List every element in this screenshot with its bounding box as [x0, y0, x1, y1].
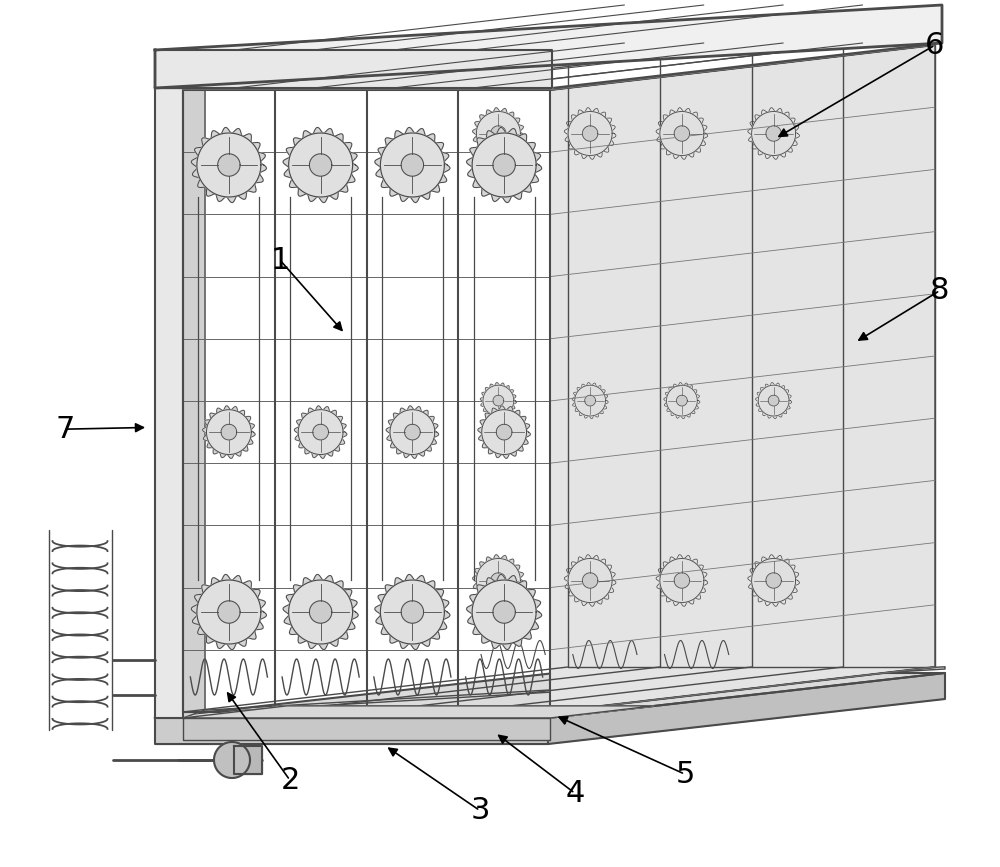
Polygon shape — [676, 395, 687, 406]
Polygon shape — [289, 133, 353, 197]
Polygon shape — [548, 673, 945, 744]
Polygon shape — [183, 718, 550, 740]
Polygon shape — [582, 126, 598, 141]
Polygon shape — [183, 80, 205, 718]
Polygon shape — [564, 108, 616, 160]
Polygon shape — [483, 385, 514, 416]
Polygon shape — [380, 133, 444, 197]
Polygon shape — [664, 382, 700, 419]
Polygon shape — [582, 573, 598, 588]
Polygon shape — [197, 133, 261, 197]
Polygon shape — [218, 601, 240, 623]
Text: 6: 6 — [925, 30, 945, 60]
Polygon shape — [752, 112, 796, 155]
Polygon shape — [674, 573, 690, 588]
Polygon shape — [752, 558, 796, 603]
Polygon shape — [191, 575, 266, 649]
Polygon shape — [496, 424, 512, 440]
Polygon shape — [313, 424, 328, 440]
Polygon shape — [183, 706, 654, 718]
Polygon shape — [473, 108, 524, 160]
Polygon shape — [467, 127, 542, 203]
Polygon shape — [375, 127, 450, 203]
Polygon shape — [206, 410, 251, 454]
Polygon shape — [674, 126, 690, 141]
Text: 4: 4 — [565, 779, 585, 808]
Polygon shape — [491, 573, 506, 588]
Polygon shape — [660, 558, 704, 603]
Polygon shape — [380, 580, 444, 644]
Polygon shape — [203, 406, 255, 459]
Polygon shape — [283, 127, 358, 203]
Polygon shape — [476, 558, 520, 603]
Polygon shape — [564, 555, 616, 606]
Polygon shape — [568, 558, 612, 603]
Polygon shape — [748, 555, 799, 606]
Polygon shape — [572, 382, 608, 419]
Polygon shape — [309, 601, 332, 623]
Polygon shape — [766, 126, 781, 141]
Polygon shape — [660, 112, 704, 155]
Polygon shape — [482, 410, 527, 454]
Polygon shape — [756, 382, 792, 419]
Polygon shape — [656, 108, 708, 160]
Text: 3: 3 — [470, 796, 490, 825]
Text: 7: 7 — [55, 414, 75, 444]
Polygon shape — [758, 385, 789, 416]
Polygon shape — [214, 742, 250, 778]
Polygon shape — [309, 153, 332, 176]
Polygon shape — [656, 555, 708, 606]
Polygon shape — [218, 153, 240, 176]
Text: 2: 2 — [280, 766, 300, 795]
Polygon shape — [155, 88, 183, 718]
Polygon shape — [155, 673, 945, 718]
Polygon shape — [155, 80, 205, 88]
Polygon shape — [493, 601, 515, 623]
Polygon shape — [550, 45, 935, 712]
Polygon shape — [390, 410, 435, 454]
Polygon shape — [766, 573, 781, 588]
Polygon shape — [294, 406, 347, 459]
Polygon shape — [478, 406, 530, 459]
Polygon shape — [480, 382, 516, 419]
Polygon shape — [155, 5, 942, 88]
Polygon shape — [493, 153, 515, 176]
Polygon shape — [493, 395, 504, 406]
Polygon shape — [221, 424, 237, 440]
Polygon shape — [476, 112, 520, 155]
Polygon shape — [666, 385, 697, 416]
Polygon shape — [375, 575, 450, 649]
Polygon shape — [155, 50, 552, 88]
Polygon shape — [491, 126, 506, 141]
Polygon shape — [401, 601, 424, 623]
Text: 5: 5 — [675, 759, 695, 789]
Polygon shape — [405, 424, 420, 440]
Polygon shape — [298, 410, 343, 454]
Polygon shape — [155, 718, 548, 744]
Polygon shape — [401, 153, 424, 176]
Polygon shape — [162, 667, 945, 715]
Polygon shape — [568, 112, 612, 155]
Polygon shape — [472, 133, 536, 197]
Polygon shape — [585, 395, 596, 406]
Polygon shape — [191, 127, 266, 203]
Polygon shape — [467, 575, 542, 649]
Polygon shape — [768, 395, 779, 406]
Polygon shape — [234, 746, 262, 774]
Polygon shape — [748, 108, 799, 160]
Polygon shape — [386, 406, 439, 459]
Polygon shape — [197, 580, 261, 644]
Polygon shape — [472, 580, 536, 644]
Polygon shape — [575, 385, 606, 416]
Polygon shape — [473, 555, 524, 606]
Text: 8: 8 — [930, 276, 950, 305]
Text: 1: 1 — [270, 245, 290, 275]
Polygon shape — [283, 575, 358, 649]
Polygon shape — [289, 580, 353, 644]
